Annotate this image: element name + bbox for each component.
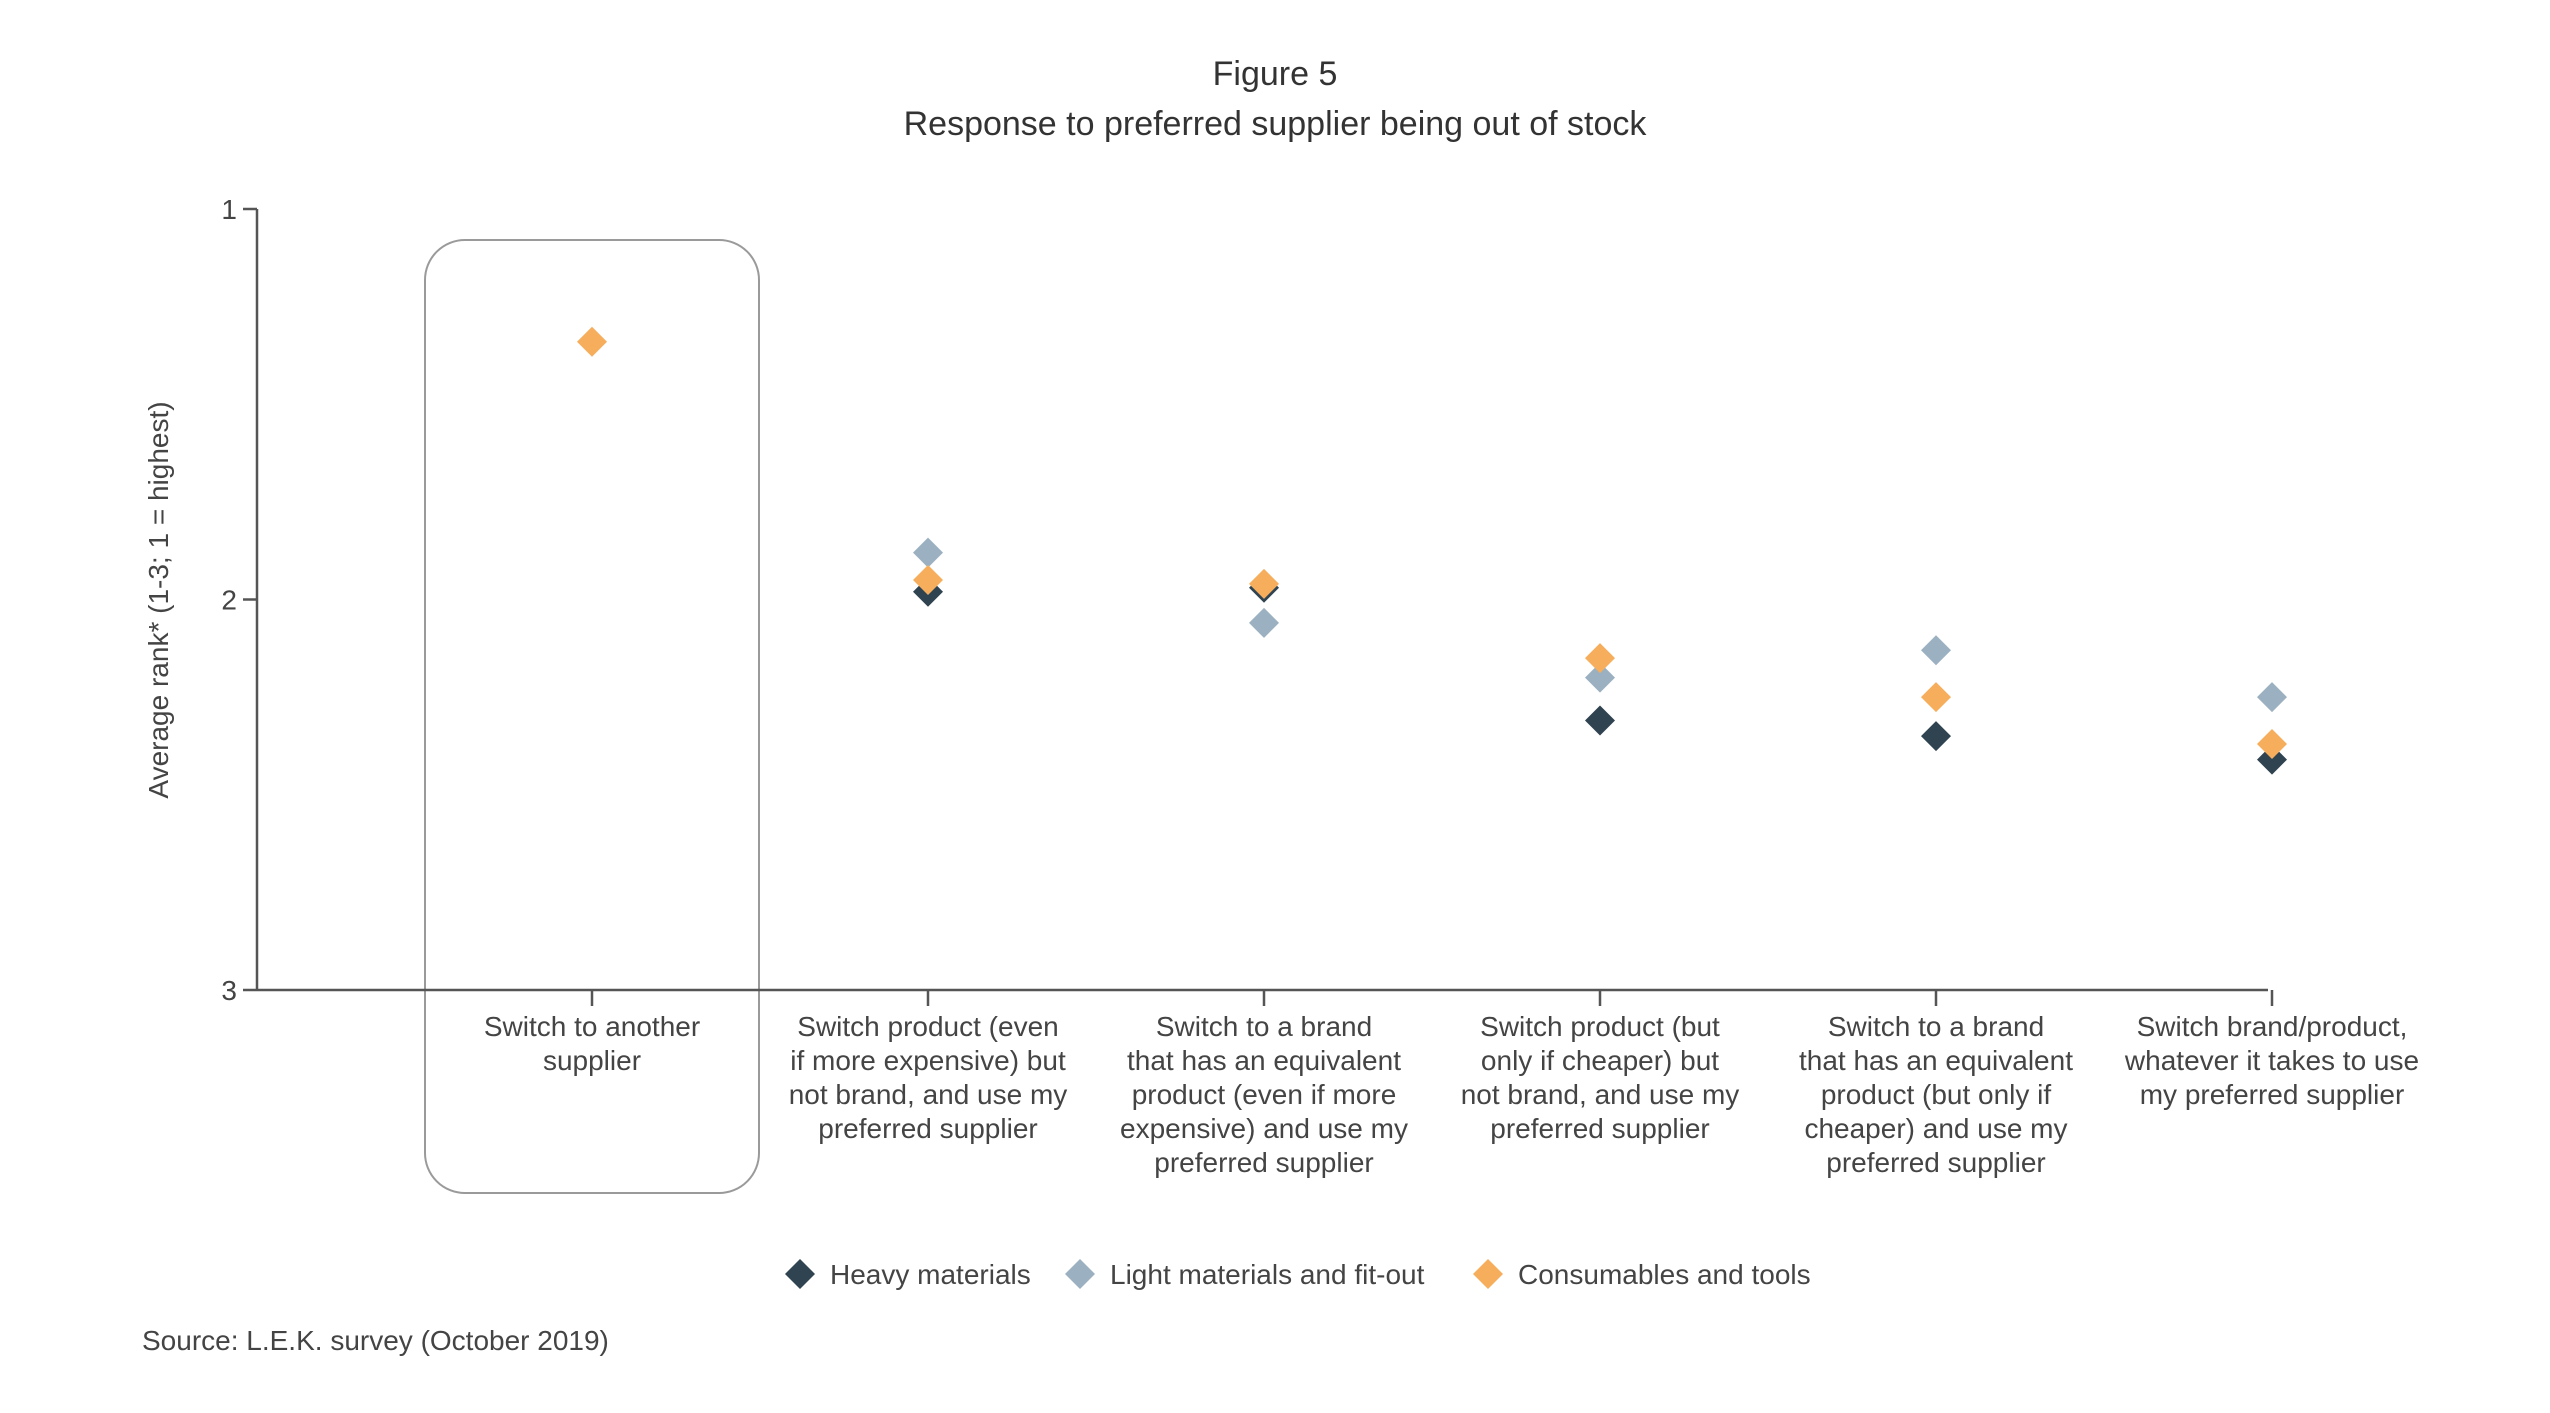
source-note: Source: L.E.K. survey (October 2019) (142, 1325, 609, 1356)
chart-title: Response to preferred supplier being out… (903, 105, 1647, 143)
legend-marker-1 (785, 1259, 815, 1289)
point-series2-cat5 (1921, 635, 1951, 666)
x-tick-label-2: Switch product (even if more expensive) b… (789, 1011, 1068, 1144)
point-series3-cat6 (2257, 728, 2287, 759)
legend-marker-2 (1065, 1259, 1095, 1289)
point-series1-cat5 (1921, 721, 1951, 752)
x-tick-label-6: Switch brand/product, whatever it takes t… (2124, 1011, 2419, 1110)
point-series3-cat2 (913, 564, 943, 595)
legend-label-1: Heavy materials (830, 1259, 1031, 1290)
highlight-box (424, 239, 760, 1194)
point-series3-cat1 (577, 326, 607, 357)
point-series2-cat4 (1585, 662, 1615, 693)
point-series3-cat4 (1585, 643, 1615, 674)
point-series3-cat5 (1921, 682, 1951, 713)
legend-marker-3 (1473, 1259, 1503, 1289)
legend-label-2: Light materials and fit-out (1110, 1259, 1425, 1290)
figure-label: Figure 5 (1212, 55, 1338, 93)
point-series1-cat4 (1585, 705, 1615, 736)
point-series1-cat6 (2257, 744, 2287, 775)
point-series2-cat2 (913, 537, 943, 568)
legend-label-3: Consumables and tools (1518, 1259, 1811, 1290)
x-tick-label-3: Switch to a brand that has an equivalent p… (1120, 1011, 1408, 1178)
y-tick-label-1: 1 (221, 194, 237, 225)
y-tick-label-2: 2 (221, 585, 237, 616)
point-series2-cat3 (1249, 607, 1279, 638)
title-block: Figure 5 Response to preferred supplier … (0, 50, 2550, 150)
point-series2-cat6 (2257, 682, 2287, 713)
point-series3-cat3 (1249, 568, 1279, 599)
y-axis-label: Average rank* (1-3; 1 = highest) (143, 401, 174, 798)
x-tick-label-5: Switch to a brand that has an equivalent p… (1799, 1011, 2073, 1178)
x-tick-label-4: Switch product (but only if cheaper) but n… (1461, 1011, 1740, 1144)
y-tick-label-3: 3 (221, 975, 237, 1006)
x-tick-label-1: Switch to another supplier (484, 1011, 700, 1076)
